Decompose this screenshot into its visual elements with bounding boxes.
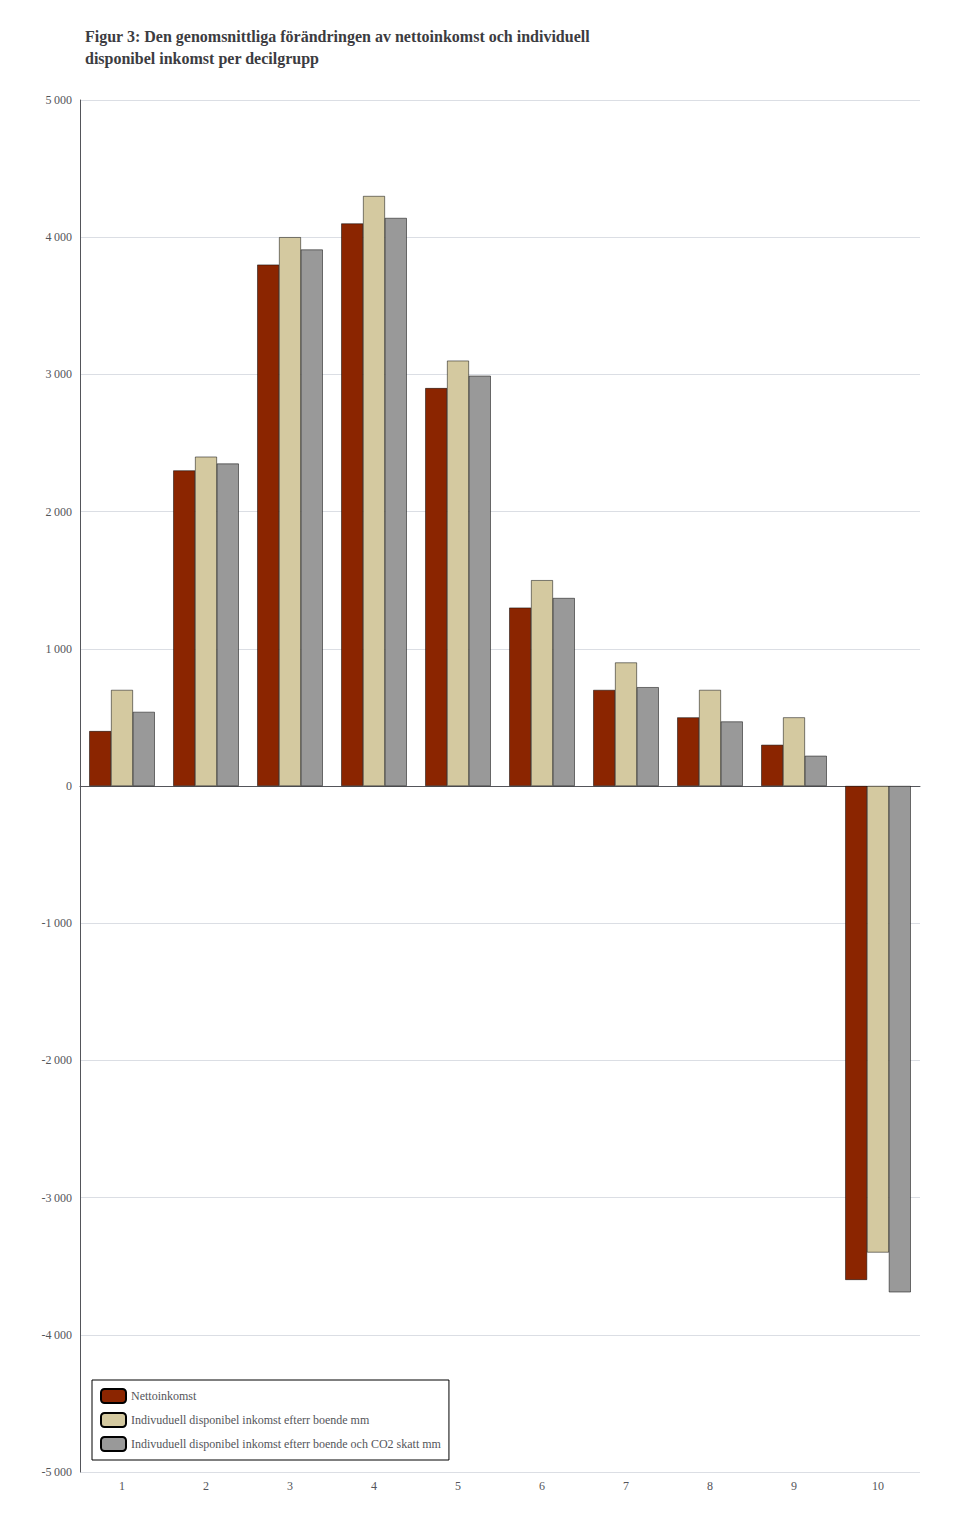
svg-text:3 000: 3 000 [46, 367, 72, 381]
svg-text:1: 1 [119, 1479, 125, 1493]
svg-text:1 000: 1 000 [46, 642, 72, 656]
svg-text:-5 000: -5 000 [42, 1465, 72, 1479]
svg-text:2: 2 [203, 1479, 209, 1493]
svg-text:-3 000: -3 000 [42, 1191, 72, 1205]
svg-text:-4 000: -4 000 [42, 1328, 72, 1342]
svg-text:9: 9 [791, 1479, 797, 1493]
svg-text:5: 5 [455, 1479, 461, 1493]
svg-text:Indivuduell disponibel inkomst: Indivuduell disponibel inkomst efterr bo… [131, 1437, 442, 1451]
svg-text:-1 000: -1 000 [42, 916, 72, 930]
svg-text:8: 8 [707, 1479, 713, 1493]
svg-text:4 000: 4 000 [46, 230, 72, 244]
svg-text:6: 6 [539, 1479, 545, 1493]
svg-text:Indivuduell disponibel inkomst: Indivuduell disponibel inkomst efterr bo… [131, 1413, 370, 1427]
svg-text:0: 0 [66, 779, 72, 793]
svg-text:-2 000: -2 000 [42, 1053, 72, 1067]
svg-text:5 000: 5 000 [46, 93, 72, 107]
svg-text:Figur 3: Den genomsnittliga fö: Figur 3: Den genomsnittliga förändringen… [85, 28, 590, 46]
svg-text:10: 10 [872, 1479, 884, 1493]
svg-text:3: 3 [287, 1479, 293, 1493]
svg-text:7: 7 [623, 1479, 629, 1493]
svg-text:Nettoinkomst: Nettoinkomst [131, 1389, 197, 1403]
svg-text:2 000: 2 000 [46, 505, 72, 519]
svg-text:4: 4 [371, 1479, 377, 1493]
svg-text:disponibel inkomst per decilgr: disponibel inkomst per decilgrupp [85, 50, 319, 68]
